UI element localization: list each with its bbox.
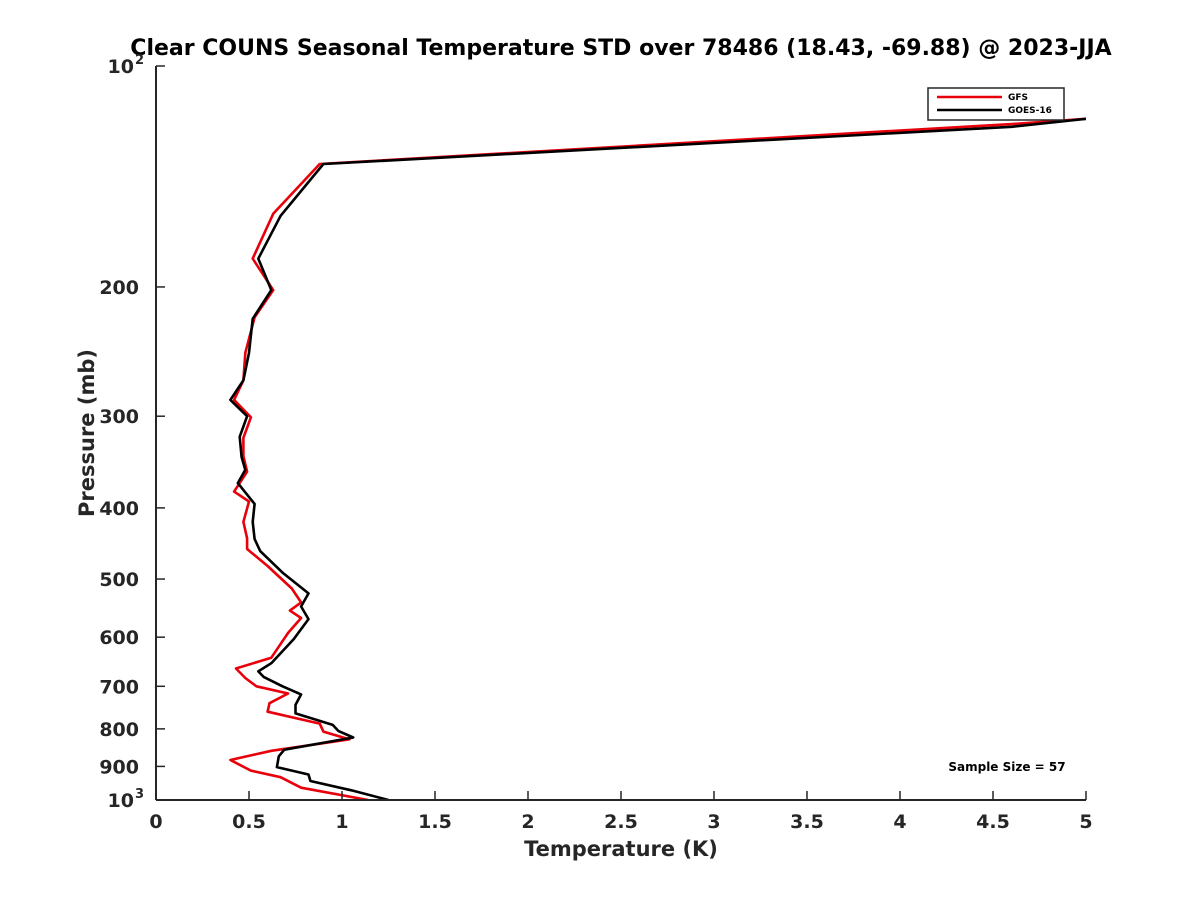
- x-tick-label: 0.5: [232, 811, 266, 833]
- y-tick-label: 800: [99, 719, 139, 741]
- y-tick-label: 400: [99, 498, 139, 520]
- sample-size-annotation: Sample Size = 57: [948, 760, 1065, 774]
- y-tick-label: 200: [99, 277, 139, 299]
- y-axis-label: Pressure (mb): [75, 349, 99, 517]
- x-tick-label: 4: [893, 811, 906, 833]
- x-tick-label: 2: [521, 811, 534, 833]
- x-tick-label: 1: [335, 811, 348, 833]
- legend-items: GFS GOES-16: [937, 93, 1052, 116]
- chart-title: Clear COUNS Seasonal Temperature STD ove…: [130, 36, 1111, 61]
- series-layer: [229, 117, 1086, 800]
- y-tick-label: 10: [108, 56, 134, 78]
- x-ticks: 0 0.5 1 1.5 2 2.5 3 3.5 4 4.5 5: [149, 791, 1093, 833]
- legend-label: GFS: [1008, 93, 1028, 103]
- series-line-gfs: [229, 117, 1086, 800]
- plot-area: 0 0.5 1 1.5 2 2.5 3 3.5 4 4.5 5 10 2200300400500600…: [99, 53, 1092, 833]
- x-tick-label: 3: [707, 811, 720, 833]
- y-tick-exponent: 2: [135, 53, 144, 68]
- y-tick-label: 700: [99, 676, 139, 698]
- x-axis-label: Temperature (K): [524, 837, 718, 861]
- x-tick-label: 2.5: [604, 811, 638, 833]
- x-tick-label: 4.5: [976, 811, 1010, 833]
- x-tick-label: 0: [149, 811, 162, 833]
- legend-box: [927, 87, 1065, 121]
- x-tick-label: 3.5: [790, 811, 824, 833]
- y-tick-label: 600: [99, 627, 139, 649]
- y-tick-label: 500: [99, 569, 139, 591]
- y-tick-label: 300: [99, 406, 139, 428]
- y-tick-label: 10: [108, 790, 134, 812]
- legend: GFS GOES-16: [927, 87, 1065, 121]
- series-line-goes-16: [229, 117, 1086, 800]
- y-tick-label: 900: [99, 756, 139, 778]
- y-tick-exponent: 3: [135, 787, 144, 802]
- legend-label: GOES-16: [1008, 106, 1052, 116]
- x-tick-label: 5: [1079, 811, 1092, 833]
- x-tick-label: 1.5: [418, 811, 452, 833]
